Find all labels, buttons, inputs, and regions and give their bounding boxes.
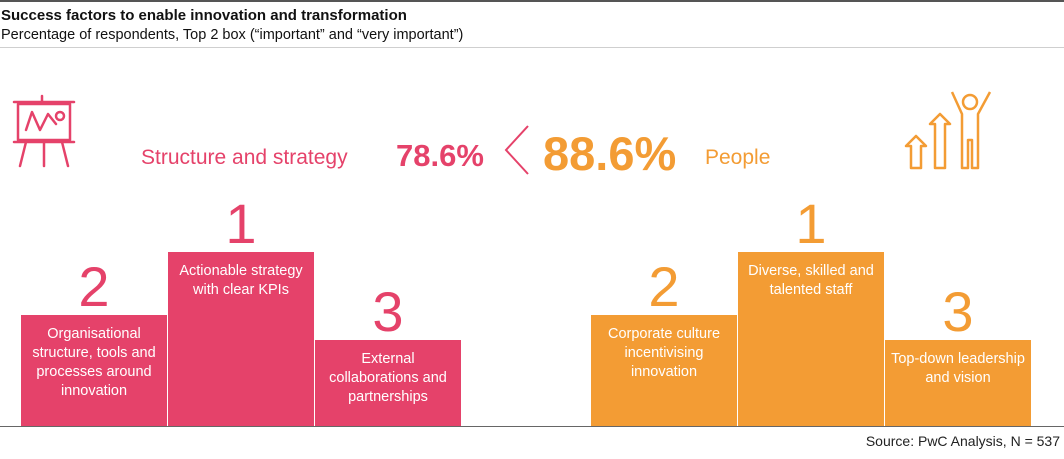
- people-value: 88.6%: [543, 127, 677, 180]
- podium-bar-label: Corporate culture incentivising innovati…: [607, 326, 721, 380]
- podium-bar: Diverse, skilled and talented staff: [738, 252, 884, 426]
- podium-bar: Top-down leadership and vision: [885, 340, 1031, 426]
- header-divider: [0, 47, 1064, 48]
- podium-bar-label: External collaborations and partnerships: [329, 351, 447, 405]
- structure-strategy-value: 78.6%: [396, 138, 484, 173]
- people-label: People: [705, 146, 771, 169]
- top-rule: [0, 0, 1064, 2]
- rank-number: 1: [795, 192, 827, 255]
- growth-person-icon: [904, 91, 992, 170]
- rank-number: 2: [648, 255, 680, 318]
- rank-number: 3: [372, 280, 404, 343]
- chart-subtitle: Percentage of respondents, Top 2 box (“i…: [1, 27, 464, 43]
- comparison-row: Structure and strategy 78.6% 88.6% Peopl…: [0, 118, 1064, 188]
- bottom-rule: [0, 426, 1064, 427]
- presentation-board-icon: [12, 94, 76, 168]
- podium-bar-label: Organisational structure, tools and proc…: [32, 326, 156, 399]
- rank-number: 3: [942, 280, 974, 343]
- rank-number: 1: [225, 192, 257, 255]
- source-note: Source: PwC Analysis, N = 537: [865, 433, 1060, 449]
- podium-bar-label: Diverse, skilled and talented staff: [748, 263, 874, 298]
- podium-bar: Actionable strategy with clear KPIs: [168, 252, 314, 426]
- podium-bar: Organisational structure, tools and proc…: [21, 315, 167, 426]
- less-than-icon: [504, 125, 529, 175]
- podium-bar: External collaborations and partnerships: [315, 340, 461, 426]
- chart-title: Success factors to enable innovation and…: [1, 7, 407, 24]
- podium-bar-label: Top-down leadership and vision: [891, 351, 1025, 386]
- structure-strategy-label: Structure and strategy: [141, 146, 348, 169]
- podium-bar-label: Actionable strategy with clear KPIs: [179, 263, 303, 298]
- rank-number: 2: [78, 255, 110, 318]
- podium-bar: Corporate culture incentivising innovati…: [591, 315, 737, 426]
